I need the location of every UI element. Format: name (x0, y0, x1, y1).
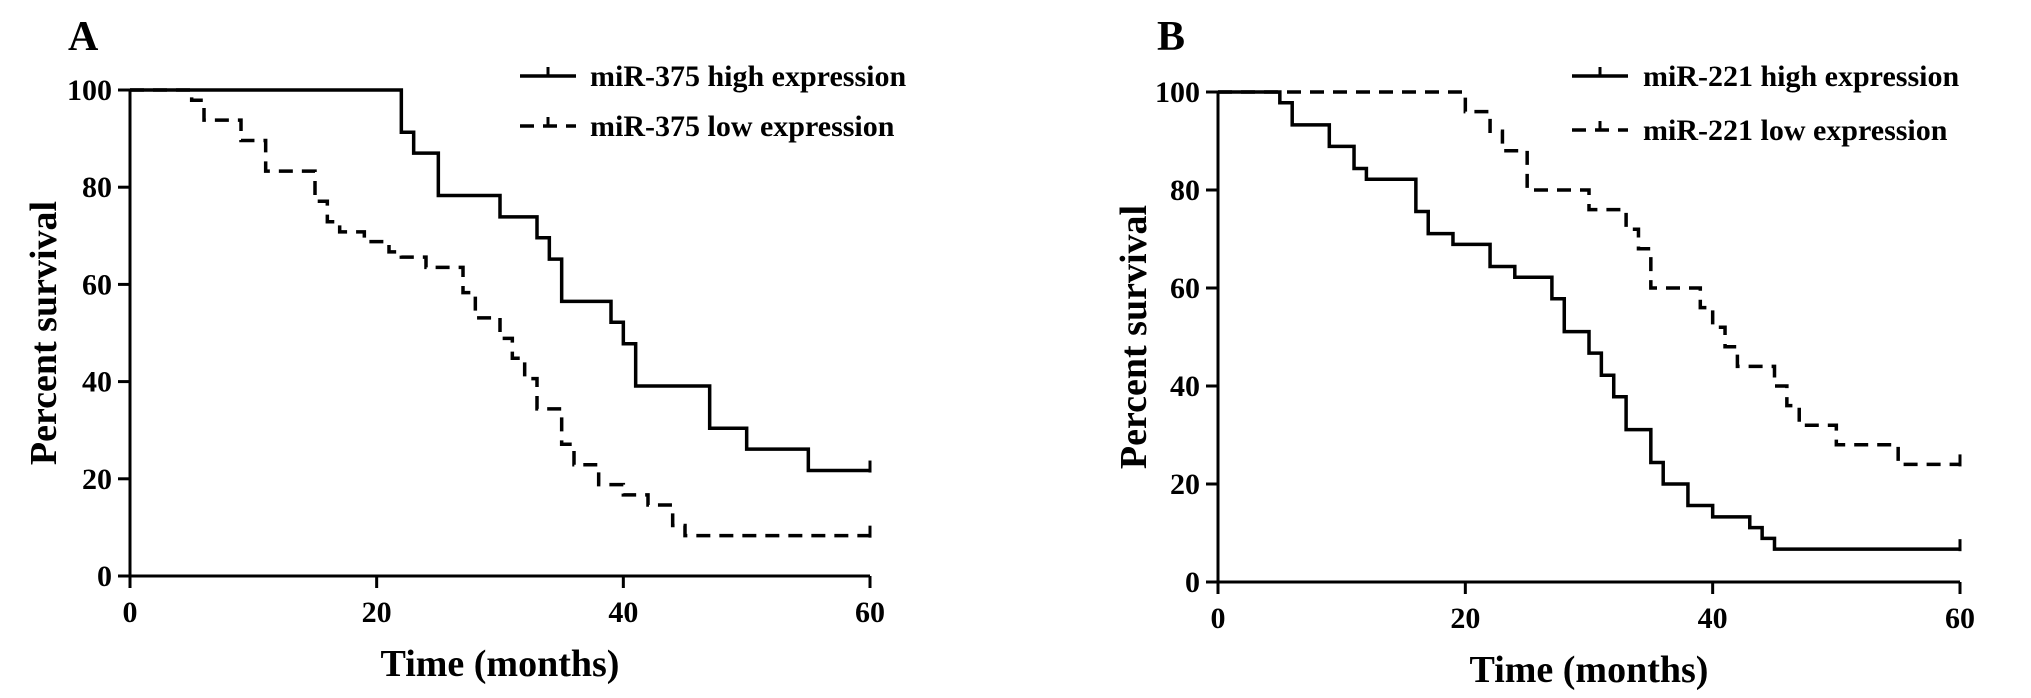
x-tick-label: 20 (362, 596, 392, 629)
x-axis-label: Time (months) (381, 643, 620, 685)
y-tick-label: 40 (82, 366, 112, 399)
y-tick-label: 0 (97, 560, 112, 593)
y-tick-label: 60 (82, 268, 112, 301)
x-tick-label: 60 (1945, 602, 1975, 635)
survival-chart-panel-a: A 0 20 40 60 80 100 0 20 40 60 Time (months) Percent… (23, 14, 906, 685)
y-tick-label: 80 (82, 171, 112, 204)
panel-label: A (68, 14, 99, 60)
y-tick-label: 40 (1170, 370, 1200, 403)
survival-chart-panel-b: B 0 20 40 60 80 100 0 20 40 60 Time (months) Percent… (1113, 14, 1975, 691)
y-tick-label: 0 (1185, 566, 1200, 599)
y-tick-label: 100 (1155, 76, 1200, 109)
x-axis-label: Time (months) (1470, 649, 1709, 691)
survival-curve-high (1218, 90, 1960, 551)
y-axis-label: Percent survival (23, 201, 65, 465)
y-tick-label: 80 (1170, 174, 1200, 207)
y-tick-label: 20 (82, 463, 112, 496)
y-tick-label: 20 (1170, 468, 1200, 501)
x-tick-label: 0 (123, 596, 138, 629)
x-tick-label: 60 (855, 596, 885, 629)
legend-label: miR-375 low expression (590, 110, 895, 143)
legend-label: miR-375 high expression (590, 60, 906, 93)
legend-label: miR-221 low expression (1643, 114, 1948, 147)
y-tick-label: 100 (67, 74, 112, 107)
legend-label: miR-221 high expression (1643, 60, 1959, 93)
survival-curve-low (130, 88, 870, 538)
panel-label: B (1157, 14, 1185, 60)
x-tick-label: 40 (608, 596, 638, 629)
survival-curve-low (1218, 90, 1960, 467)
y-tick-label: 60 (1170, 272, 1200, 305)
x-tick-label: 0 (1211, 602, 1226, 635)
x-tick-label: 40 (1698, 602, 1728, 635)
x-tick-label: 20 (1450, 602, 1480, 635)
survival-curve-high (130, 88, 870, 473)
y-axis-label: Percent survival (1113, 205, 1155, 469)
